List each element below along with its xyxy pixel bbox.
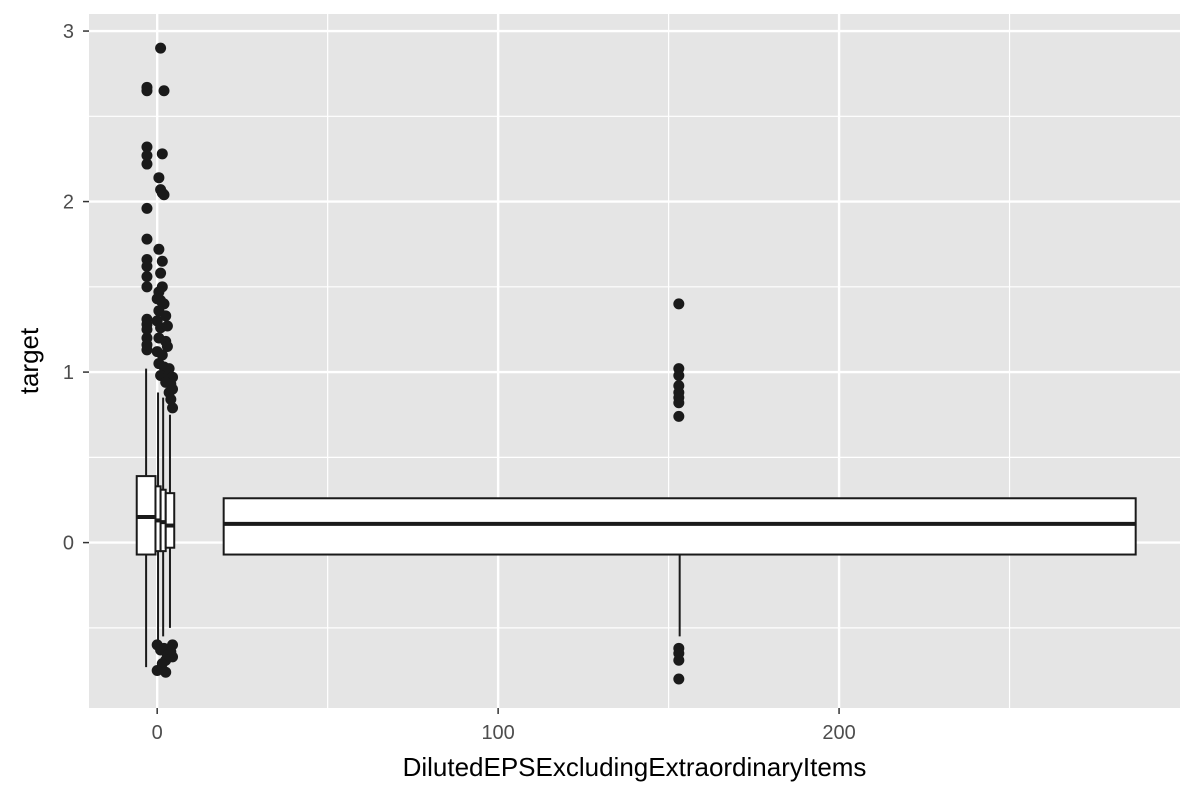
- outlier-point: [160, 666, 172, 678]
- y-tick-label: 1: [63, 362, 74, 384]
- outlier-point: [160, 310, 172, 322]
- outlier-point: [673, 410, 685, 422]
- plot-panel: [89, 14, 1180, 708]
- outlier-layer: [141, 42, 685, 685]
- outlier-point: [141, 344, 153, 356]
- grid-minor-lines: [89, 14, 1180, 708]
- x-tick-label: 100: [481, 722, 514, 744]
- outlier-point: [141, 85, 153, 97]
- outlier-point: [673, 298, 685, 310]
- box-iqr: [222, 497, 1137, 556]
- box: [164, 414, 176, 628]
- outlier-point: [141, 202, 153, 214]
- outlier-point: [141, 323, 153, 335]
- y-tick-label: 2: [63, 192, 74, 214]
- outlier-point: [141, 271, 153, 283]
- outlier-point: [156, 349, 168, 361]
- outlier-point: [141, 260, 153, 272]
- outlier-point: [167, 383, 179, 395]
- outlier-point: [141, 281, 153, 293]
- outlier-point: [673, 369, 685, 381]
- outlier-point: [153, 172, 165, 184]
- outlier-point: [156, 255, 168, 267]
- y-tick-label: 0: [63, 533, 74, 555]
- outlier-point: [161, 320, 173, 332]
- outlier-point: [141, 141, 153, 153]
- outlier-point: [141, 150, 153, 162]
- outlier-point: [673, 397, 685, 409]
- axes: 0 100 200 0 1 2 3: [63, 21, 856, 744]
- y-tick-label: 3: [63, 21, 74, 43]
- outlier-point: [156, 148, 168, 160]
- outlier-point: [161, 341, 173, 353]
- outlier-point: [165, 393, 177, 405]
- outlier-point: [151, 664, 163, 676]
- outlier-point: [155, 42, 167, 54]
- outlier-point: [158, 189, 170, 201]
- outlier-point: [153, 243, 165, 255]
- x-tick-label: 0: [152, 722, 163, 744]
- outlier-point: [163, 363, 175, 375]
- outlier-point: [158, 85, 170, 97]
- box-layer: [135, 368, 1137, 668]
- outlier-point: [673, 654, 685, 666]
- y-axis-title: target: [14, 327, 44, 394]
- outlier-point: [155, 267, 167, 279]
- outlier-point: [141, 158, 153, 170]
- box-iqr: [164, 492, 176, 549]
- x-axis-title: DilutedEPSExcludingExtraordinaryItems: [403, 752, 867, 782]
- box: [222, 497, 1137, 637]
- outlier-point: [141, 233, 153, 245]
- outlier-point: [673, 673, 685, 685]
- x-tick-label: 200: [822, 722, 855, 744]
- outlier-point: [167, 402, 179, 414]
